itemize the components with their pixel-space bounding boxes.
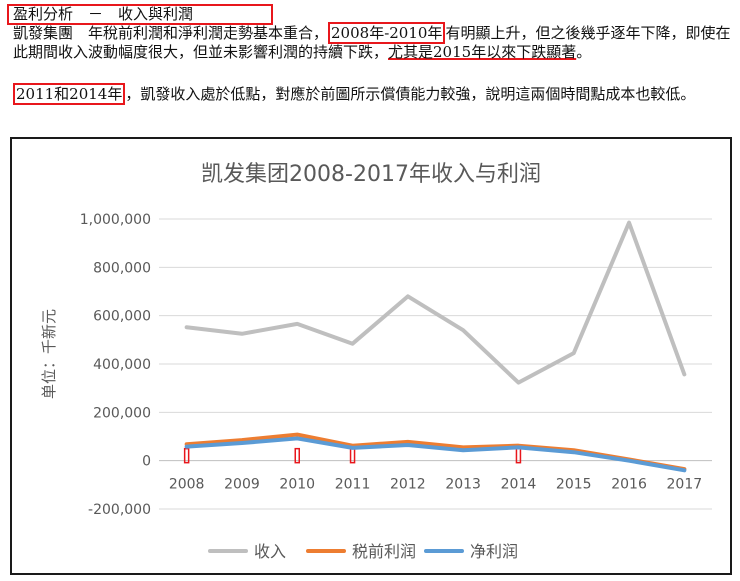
line-chart: 凯发集团2008-2017年收入与利润 单位：千新元 -200,000 0 200,… bbox=[40, 162, 712, 561]
highlight-marker bbox=[294, 447, 300, 464]
para1-underlined: 尤其是2015年以來下跌顯著 bbox=[388, 43, 577, 61]
x-tick-label: 2016 bbox=[611, 477, 647, 493]
gridlines bbox=[159, 218, 712, 510]
para2-text-b: ，凱發收入處於低點，對應於前圖所示償債能力較強，說明這兩個時間點成本也較低。 bbox=[125, 85, 696, 103]
series-line bbox=[184, 436, 687, 473]
x-tick-label: 2011 bbox=[335, 477, 371, 493]
x-tick-label: 2012 bbox=[390, 477, 426, 493]
legend-label: 净利润 bbox=[470, 542, 518, 561]
analysis-paragraph-2: 2011和2014年 ，凱發收入處於低點，對應於前圖所示償債能力較強，說明這兩個時… bbox=[13, 83, 733, 105]
x-axis-ticks: 2008 2009 2010 2011 2012 2013 2014 2015 2016 2017 bbox=[169, 477, 702, 493]
highlight-marker bbox=[183, 447, 190, 464]
y-tick-label: -200,000 bbox=[88, 502, 151, 518]
x-tick-label: 2008 bbox=[169, 477, 205, 493]
y-tick-label: 200,000 bbox=[93, 405, 151, 421]
analysis-paragraph-1: 凱發集團 年稅前利潤和淨利潤走勢基本重合， 2008年-2010年 有明顯上升，但之… bbox=[13, 22, 733, 62]
para1-highlight: 2008年-2010年 bbox=[328, 22, 446, 44]
y-tick-label: 0 bbox=[142, 454, 151, 470]
para1-text-a: 凱發集團 年稅前利潤和淨利潤走勢基本重合， bbox=[13, 24, 329, 42]
legend-label: 收入 bbox=[254, 542, 286, 561]
x-tick-label: 2017 bbox=[667, 477, 703, 493]
series-line bbox=[184, 220, 687, 385]
chart-title: 凯发集团2008-2017年收入与利润 bbox=[201, 162, 541, 187]
legend-label: 税前利润 bbox=[352, 542, 416, 561]
y-tick-label: 400,000 bbox=[93, 357, 151, 373]
x-tick-label: 2013 bbox=[445, 477, 481, 493]
para1-text-b: 有明顯上升，但之後幾乎逐年下降，即使在此期間收入波動幅度很大，但並未影響利潤的持… bbox=[13, 24, 731, 61]
x-tick-label: 2015 bbox=[556, 477, 592, 493]
y-axis-ticks: -200,000 0 200,000 400,000 600,000 800,000 1,0… bbox=[80, 212, 151, 518]
series-lines bbox=[184, 220, 687, 473]
y-tick-label: 800,000 bbox=[93, 260, 151, 276]
y-tick-label: 600,000 bbox=[93, 309, 151, 325]
chart-container: 凯发集团2008-2017年收入与利润 单位：千新元 -200,000 0 200,… bbox=[10, 137, 732, 575]
x-tick-label: 2009 bbox=[224, 477, 260, 493]
legend: 收入 税前利润 净利润 bbox=[208, 542, 518, 561]
x-tick-label: 2010 bbox=[279, 477, 315, 493]
x-tick-label: 2014 bbox=[501, 477, 537, 493]
section-heading: 盈利分析 － 收入與利潤 bbox=[7, 4, 273, 25]
para1-text-d: 。 bbox=[576, 43, 592, 61]
y-axis-label: 单位：千新元 bbox=[40, 309, 58, 399]
y-tick-label: 1,000,000 bbox=[80, 212, 151, 228]
para2-highlight: 2011和2014年 bbox=[13, 83, 126, 105]
